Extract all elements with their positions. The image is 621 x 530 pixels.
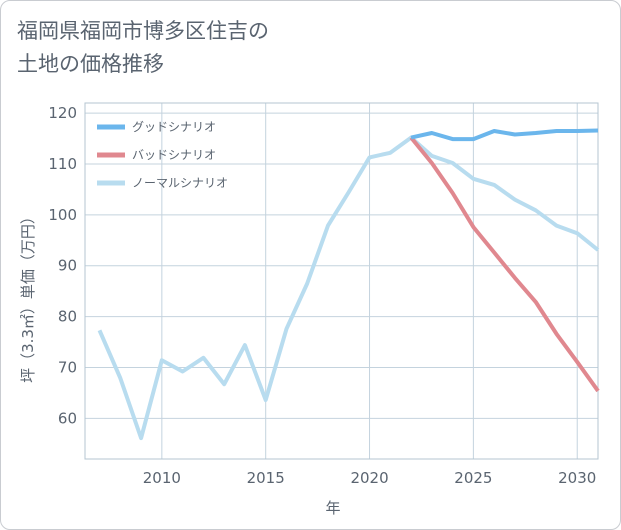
y-axis-ticks: 60 70 80 90 100 110 120: [48, 104, 77, 427]
series-line-2: [409, 136, 600, 393]
x-tick-label: 2030: [558, 469, 596, 487]
legend-item: バッドシナリオ: [97, 148, 216, 162]
grid-lines: [85, 103, 598, 459]
y-tick-label: 60: [58, 409, 77, 427]
y-tick-label: 110: [48, 155, 77, 173]
x-tick-label: 2015: [247, 469, 285, 487]
legend-label: ノーマルシナリオ: [132, 176, 228, 190]
x-tick-label: 2025: [454, 469, 492, 487]
series-line-3: [97, 135, 600, 441]
y-tick-label: 80: [58, 308, 77, 326]
chart-title-line-1: 福岡県福岡市博多区住吉の: [17, 19, 269, 43]
legend-label: バッドシナリオ: [132, 148, 216, 162]
x-axis-label: 年: [325, 499, 340, 517]
y-tick-label: 90: [58, 257, 77, 275]
series-line-1: [410, 128, 599, 142]
y-tick-label: 100: [48, 206, 77, 224]
y-tick-label: 120: [48, 104, 77, 122]
chart-title: 福岡県福岡市博多区住吉の 土地の価格推移: [17, 15, 577, 81]
y-axis-label: 坪（3.3㎡）単価（万円）: [19, 209, 37, 383]
plot-area-border: [84, 102, 599, 460]
x-tick-label: 2010: [143, 469, 181, 487]
x-tick-label: 2020: [350, 469, 388, 487]
chart-title-line-2: 土地の価格推移: [17, 52, 164, 76]
legend-label: グッドシナリオ: [132, 120, 216, 134]
legend-item: グッドシナリオ: [97, 120, 216, 134]
legend-item: ノーマルシナリオ: [97, 176, 228, 190]
series-layer: [97, 128, 600, 441]
x-axis-ticks: 2010 2015 2020 2025 2030: [143, 469, 597, 487]
y-tick-label: 70: [58, 358, 77, 376]
